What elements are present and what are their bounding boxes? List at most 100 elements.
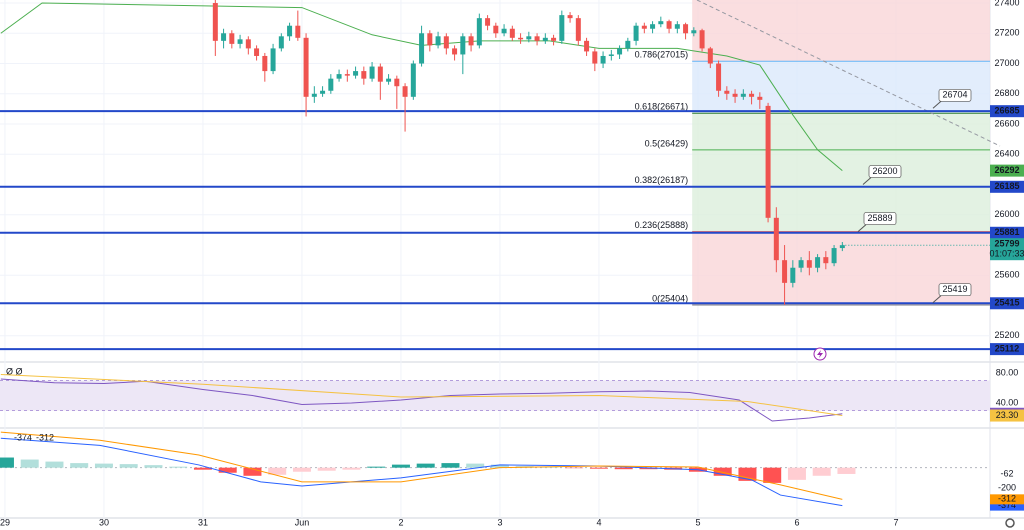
candle-body xyxy=(221,33,227,41)
fib-label: 0.618(26671) xyxy=(635,102,689,112)
callout-box xyxy=(863,212,897,225)
indicator-legend: Ø Ø xyxy=(6,366,23,376)
candle-body xyxy=(328,78,334,91)
y-tick-label: 26600 xyxy=(994,118,1019,128)
candle-body xyxy=(806,260,812,268)
level-tag xyxy=(990,226,1024,239)
fib-zone xyxy=(692,0,990,62)
y-tick-label: 40.00 xyxy=(996,397,1019,407)
rsi-tag-label: 23.30 xyxy=(996,410,1019,420)
candle-body xyxy=(262,55,268,72)
candle-body xyxy=(278,36,284,49)
y-tick-label: -200 xyxy=(998,482,1016,492)
histogram-bar xyxy=(243,467,262,476)
event-icon-glyph xyxy=(817,350,823,358)
macd-tag xyxy=(990,500,1024,511)
macd-tag xyxy=(990,494,1024,505)
candle-body xyxy=(600,55,606,64)
histogram-bar xyxy=(20,459,39,468)
callout-pointer xyxy=(932,295,942,304)
candle-body xyxy=(468,36,474,46)
histogram-bar xyxy=(169,466,188,468)
y-tick-label: 27400 xyxy=(994,0,1019,7)
candle-body xyxy=(551,37,557,41)
candle-body xyxy=(361,71,367,79)
fib-label: 0.382(26187) xyxy=(635,175,689,185)
histogram-bar xyxy=(738,467,757,481)
moving-average xyxy=(0,2,843,172)
candle-body xyxy=(765,105,771,218)
candle-body xyxy=(254,48,260,56)
candle-body xyxy=(311,93,317,97)
candle-body xyxy=(270,48,276,72)
fib-label: 0.236(25888) xyxy=(635,220,689,230)
candle-body xyxy=(691,30,697,34)
macd-legend-value: -312 xyxy=(36,432,54,442)
candle-body xyxy=(287,25,293,37)
candle-body xyxy=(460,36,466,55)
candle-body xyxy=(749,93,755,97)
candle-body xyxy=(608,54,614,56)
candle-body xyxy=(831,248,837,264)
callout-label: 26704 xyxy=(942,90,967,100)
histogram-bar xyxy=(713,467,732,476)
candle-body xyxy=(683,24,689,34)
candle-body xyxy=(518,37,524,40)
histogram-bar xyxy=(367,466,386,468)
histogram-bar xyxy=(119,464,138,468)
y-tick-label: 27200 xyxy=(994,28,1019,38)
fib-zone xyxy=(692,113,990,232)
histogram-bar xyxy=(193,467,212,470)
fib-zone xyxy=(692,61,990,114)
candle-body xyxy=(617,48,623,55)
histogram-bar xyxy=(70,463,89,468)
candle-body xyxy=(542,37,548,41)
candle-body xyxy=(485,18,491,26)
x-tick-label: 5 xyxy=(695,517,700,527)
candle-body xyxy=(336,74,342,79)
x-tick-label: 29 xyxy=(0,517,10,527)
candle-body xyxy=(666,21,672,29)
x-tick-label: Jun xyxy=(295,517,310,527)
callout-box xyxy=(938,88,972,102)
candle-body xyxy=(699,30,705,49)
candle-body xyxy=(732,93,738,97)
trend-line xyxy=(696,0,1001,147)
level-tag-label: 25415 xyxy=(994,298,1019,308)
settings-icon[interactable] xyxy=(1005,518,1015,528)
x-tick-label: 3 xyxy=(497,517,502,527)
macd-tag-label: -374 xyxy=(998,500,1016,510)
histogram-bar xyxy=(441,463,460,468)
candle-body xyxy=(559,15,565,41)
y-tick-label: 25200 xyxy=(994,330,1019,340)
x-tick-label: 6 xyxy=(794,517,799,527)
rsi-band xyxy=(0,380,990,411)
histogram-bar xyxy=(0,457,14,468)
fib-label: 0(25404) xyxy=(652,293,688,303)
x-tick-label: 2 xyxy=(398,517,403,527)
histogram-bar xyxy=(391,464,410,468)
candle-body xyxy=(369,66,375,79)
candle-body xyxy=(658,21,664,25)
histogram-bar xyxy=(589,467,608,469)
histogram-bar xyxy=(540,467,559,468)
callout-box xyxy=(868,165,902,178)
candle-body xyxy=(773,217,779,261)
rsi-tag xyxy=(990,409,1024,422)
candle-body xyxy=(452,48,458,55)
candle-body xyxy=(526,36,532,40)
histogram-bar xyxy=(837,467,856,474)
candle-body xyxy=(386,78,392,82)
x-tick-label: 31 xyxy=(198,517,208,527)
callout-pointer xyxy=(857,224,867,232)
candle-body xyxy=(295,25,301,38)
histogram-bar xyxy=(218,467,237,473)
histogram-bar xyxy=(94,463,113,468)
candle-body xyxy=(584,40,590,52)
macd-line xyxy=(0,431,843,500)
candle-body xyxy=(435,36,441,46)
level-tag-label: 26185 xyxy=(994,181,1019,191)
macd-tag-label: -312 xyxy=(998,494,1016,504)
